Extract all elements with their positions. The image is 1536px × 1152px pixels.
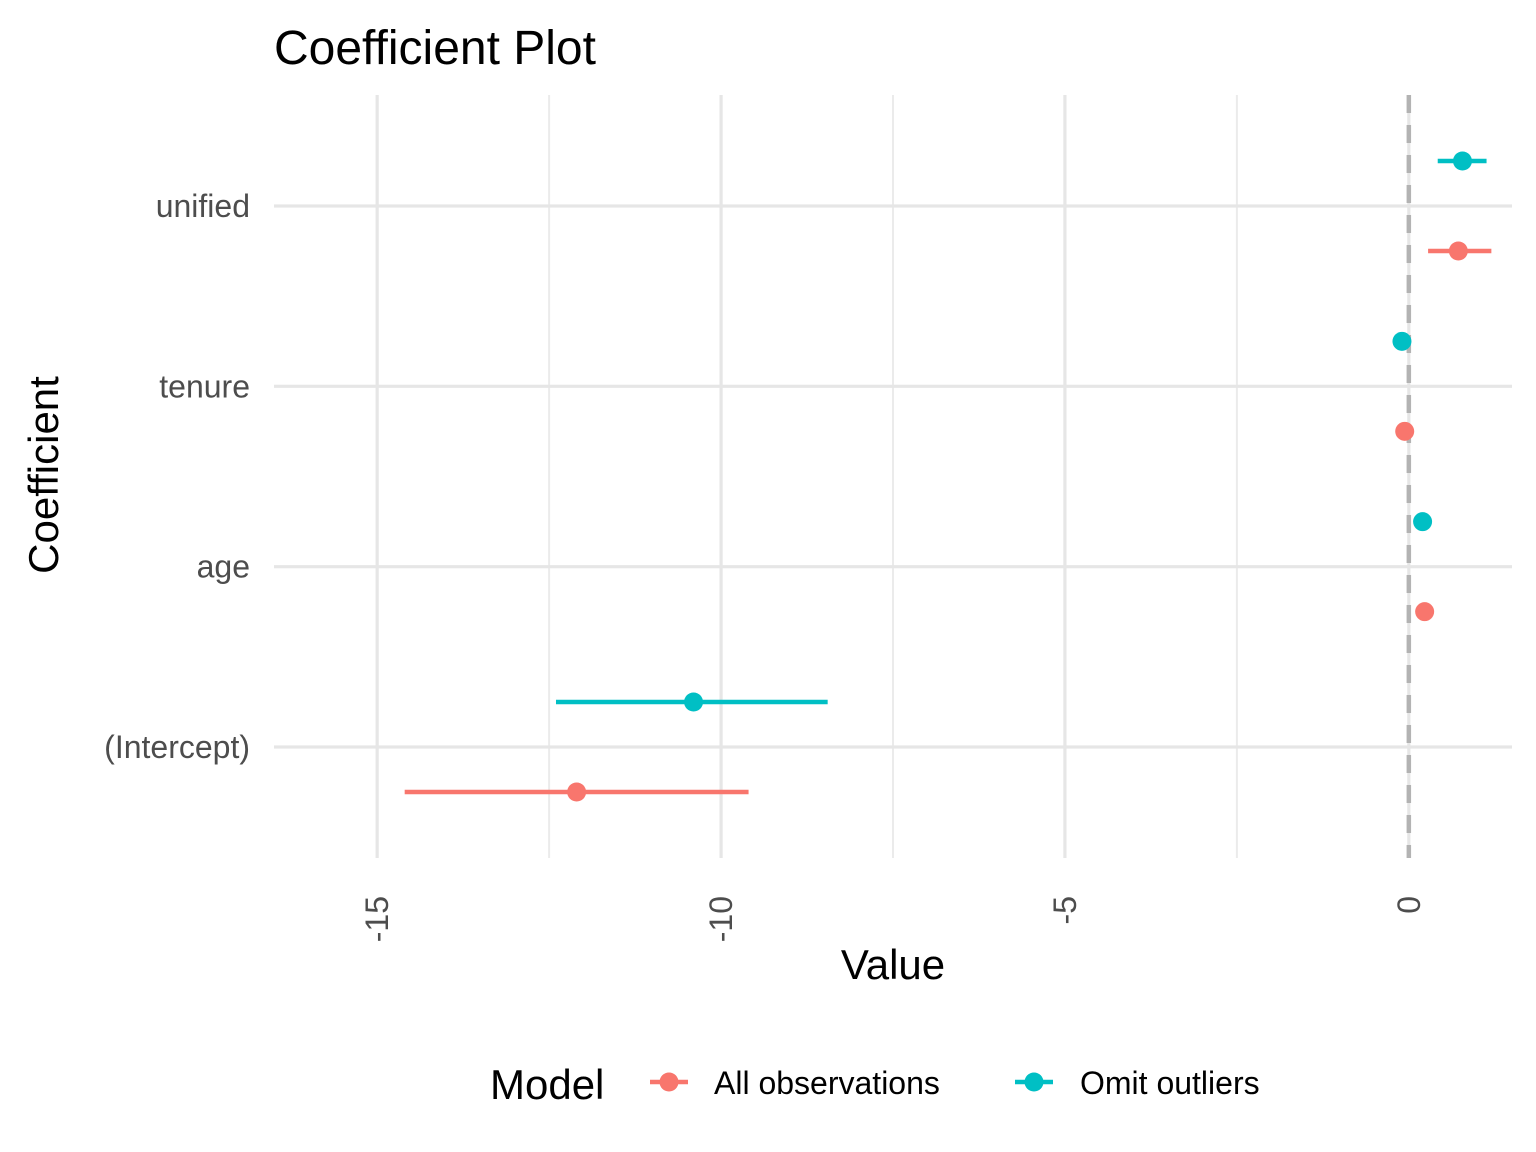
y-tick-label: unified (156, 188, 250, 224)
coefficient-point (1415, 602, 1435, 622)
x-tick-label: -5 (1047, 896, 1083, 924)
y-axis-title: Coefficient (20, 376, 67, 574)
coefficient-point (1392, 331, 1412, 351)
legend-items: All observations Omit outliers (650, 1065, 1260, 1101)
x-tick-label: -15 (359, 896, 395, 942)
x-axis-title: Value (841, 941, 945, 988)
coefficient-point (1395, 421, 1415, 441)
legend-title: Model (490, 1061, 604, 1108)
legend-key-point (1024, 1072, 1044, 1092)
legend-key-point (659, 1072, 679, 1092)
legend-item: All observations (650, 1065, 940, 1101)
axis-layer: (Intercept) age tenure unified -15 -10 -5 0 (104, 188, 1427, 942)
coefficient-point (567, 782, 587, 802)
coefficient-point (1448, 241, 1468, 261)
coefficient-point (684, 692, 704, 712)
legend-item: Omit outliers (1015, 1065, 1260, 1101)
x-tick-label: -10 (703, 896, 739, 942)
coefficient-point (1413, 512, 1433, 532)
legend: Model All observations Omit outliers (490, 1061, 1260, 1108)
marks-layer (404, 151, 1492, 802)
y-tick-label: (Intercept) (104, 729, 250, 765)
y-tick-label: age (197, 549, 250, 585)
coefficient-point (1452, 151, 1472, 171)
legend-label: All observations (714, 1065, 940, 1101)
y-tick-label: tenure (159, 368, 250, 404)
x-tick-label: 0 (1391, 896, 1427, 914)
legend-label: Omit outliers (1080, 1065, 1260, 1101)
chart-title: Coefficient Plot (274, 22, 596, 75)
grid-layer (274, 95, 1512, 858)
